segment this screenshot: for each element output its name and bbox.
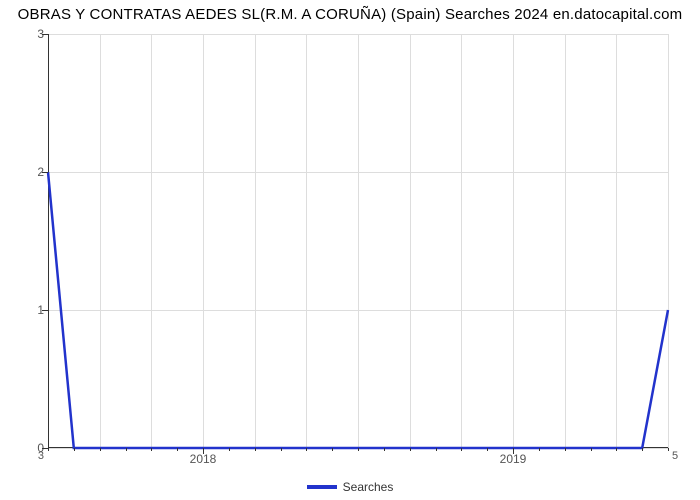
x-minor-tick [332,448,333,451]
x-minor-tick [539,448,540,451]
chart-title: OBRAS Y CONTRATAS AEDES SL(R.M. A CORUÑA… [0,6,700,23]
grid-line-vertical [668,34,669,448]
plot-area [48,34,668,448]
x-minor-tick [668,448,669,451]
searches-series-line [48,172,668,448]
y-tick-mark [42,310,48,311]
x-minor-tick [306,448,307,451]
x-minor-tick [591,448,592,451]
x-minor-tick [487,448,488,451]
x-minor-tick [48,448,49,451]
x-minor-tick [126,448,127,451]
x-minor-tick [177,448,178,451]
x-tick-label: 2019 [500,452,527,466]
x-minor-tick [642,448,643,451]
y-tick-mark [42,172,48,173]
chart-container: OBRAS Y CONTRATAS AEDES SL(R.M. A CORUÑA… [0,0,700,500]
x-minor-tick [436,448,437,451]
x-minor-tick [616,448,617,451]
x-tick-label: 2018 [190,452,217,466]
chart-legend: Searches [0,479,700,494]
x-minor-tick [358,448,359,451]
series-line-layer [48,34,668,448]
x-minor-tick [461,448,462,451]
x-minor-tick [229,448,230,451]
axis-corner-label-right: 5 [672,450,688,462]
x-minor-tick [384,448,385,451]
x-minor-tick [255,448,256,451]
x-minor-tick [100,448,101,451]
legend-swatch [307,485,337,489]
x-minor-tick [151,448,152,451]
x-minor-tick [410,448,411,451]
x-minor-tick [281,448,282,451]
legend-label: Searches [343,480,394,494]
axis-corner-label-left: 3 [28,450,44,462]
x-minor-tick [565,448,566,451]
x-minor-tick [74,448,75,451]
y-tick-mark [42,34,48,35]
